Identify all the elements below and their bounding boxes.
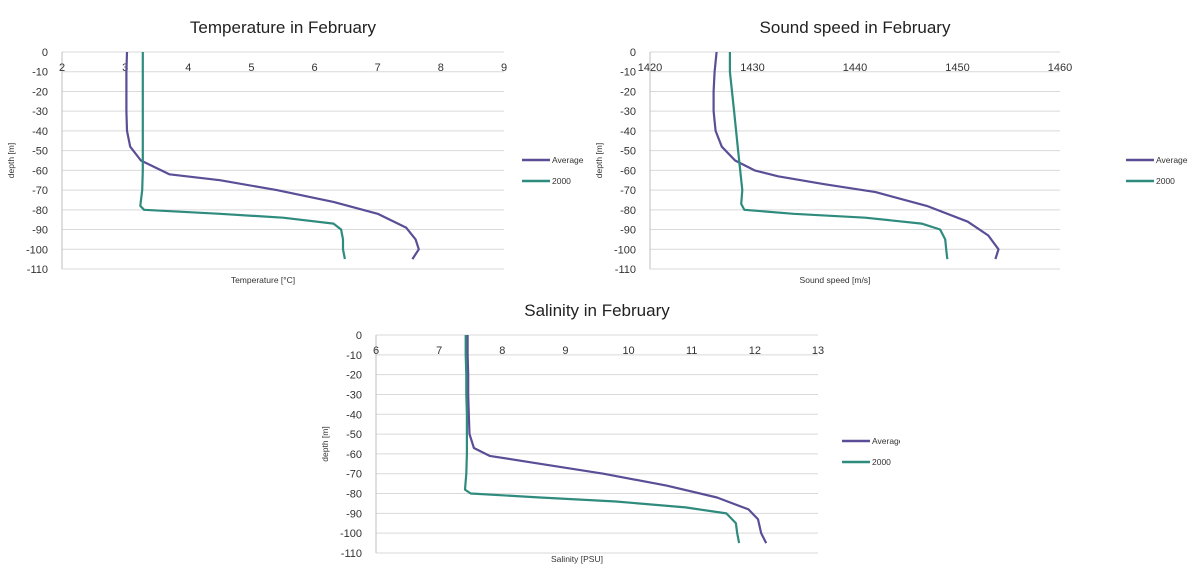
y-tick-label: -50 [346, 429, 362, 441]
sound-speed-chart-svg: Sound speed in February 0 -10 -20 -30 -40 -50 -… [596, 18, 1188, 285]
y-tick-label: -70 [32, 185, 48, 197]
y-tick-label: -90 [32, 225, 48, 237]
chart-title: Salinity in February [524, 301, 670, 320]
temperature-chart-svg: Temperature in February 0 -10 -20 -30 -40 -50 -… [6, 18, 584, 285]
y-tick-label: -50 [32, 146, 48, 158]
y-tick-label: -50 [620, 146, 636, 158]
y-tick-label: -110 [341, 548, 362, 560]
legend-label: Average [1156, 155, 1188, 165]
x-tick-label: 6 [373, 345, 379, 357]
x-tick-label: 4 [185, 62, 191, 74]
x-tick-label: 11 [686, 345, 697, 357]
y-tick-label: -70 [620, 185, 636, 197]
legend-label: 2000 [1156, 176, 1175, 186]
x-tick-label: 1440 [843, 62, 867, 74]
y-tick-label: -100 [26, 244, 48, 256]
x-tick-label: 1420 [638, 62, 662, 74]
y-tick-label: 0 [630, 47, 636, 59]
x-tick-label: 1460 [1048, 62, 1072, 74]
y-tick-label: -30 [32, 106, 48, 118]
y-tick-label: -80 [346, 489, 362, 501]
y-tick-label: -30 [620, 106, 636, 118]
y-axis-label: depth [m] [320, 426, 330, 461]
y-axis-label: depth [m] [596, 143, 604, 178]
legend-label: Average [552, 155, 584, 165]
x-tick-label: 7 [375, 62, 381, 74]
x-axis-label: Sound speed [m/s] [800, 275, 871, 285]
y-tick-label: -40 [32, 126, 48, 138]
series-line-average [466, 335, 768, 544]
y-tick-label: -60 [32, 165, 48, 177]
chart-title: Sound speed in February [760, 18, 951, 37]
x-tick-label: 8 [499, 345, 505, 357]
y-tick-label: -110 [27, 264, 48, 276]
x-tick-label: 2 [59, 62, 65, 74]
y-tick-label: -60 [620, 165, 636, 177]
legend-label: 2000 [872, 457, 891, 467]
y-tick-label: 0 [42, 47, 48, 59]
series-line-2000 [139, 52, 346, 260]
x-tick-label: 9 [501, 62, 507, 74]
y-tick-label: -40 [346, 409, 362, 421]
chart-title: Temperature in February [190, 18, 377, 37]
x-axis-label: Temperature [°C] [231, 275, 295, 285]
y-tick-label: -20 [346, 370, 362, 382]
legend-label: Average [872, 436, 900, 446]
x-tick-label: 8 [438, 62, 444, 74]
legend-label: 2000 [552, 176, 571, 186]
y-tick-label: -110 [615, 264, 636, 276]
y-tick-label: -90 [620, 225, 636, 237]
salinity-chart-svg: Salinity in February 0 -10 -20 -30 -40 -50 -60 -… [320, 301, 900, 564]
x-tick-label: 1430 [740, 62, 764, 74]
series-line-average [125, 51, 420, 260]
y-tick-label: -100 [614, 244, 636, 256]
y-tick-label: -10 [346, 350, 362, 362]
y-tick-label: -20 [32, 86, 48, 98]
y-tick-label: -20 [620, 86, 636, 98]
y-axis-label: depth [m] [6, 143, 16, 178]
y-tick-label: -60 [346, 449, 362, 461]
y-tick-label: -70 [346, 469, 362, 481]
x-axis-label: Salinity [PSU] [551, 554, 603, 564]
y-tick-label: -30 [346, 389, 362, 401]
x-tick-label: 5 [248, 62, 254, 74]
x-tick-label: 10 [622, 345, 634, 357]
x-tick-label: 12 [749, 345, 761, 357]
y-tick-label: -80 [32, 205, 48, 217]
y-tick-label: 0 [356, 330, 362, 342]
x-tick-label: 9 [562, 345, 568, 357]
x-tick-label: 1450 [945, 62, 969, 74]
x-tick-label: 13 [812, 345, 824, 357]
x-tick-label: 3 [122, 62, 128, 74]
y-tick-label: -80 [620, 205, 636, 217]
y-tick-label: -10 [32, 67, 48, 79]
x-tick-label: 6 [312, 62, 318, 74]
series-line-2000 [728, 52, 949, 260]
y-tick-label: -90 [346, 508, 362, 520]
salinity-chart: Salinity in February 0 -10 -20 -30 -40 -50 -60 -… [300, 285, 900, 565]
series-line-average [712, 51, 1000, 260]
series-line-2000 [463, 335, 741, 544]
y-tick-label: -10 [620, 67, 636, 79]
x-tick-label: 7 [436, 345, 442, 357]
sound-speed-chart: Sound speed in February 0 -10 -20 -30 -40 -50 -… [596, 0, 1192, 290]
y-tick-label: -100 [340, 528, 362, 540]
temperature-chart: Temperature in February 0 -10 -20 -30 -40 -50 -… [0, 0, 600, 290]
y-tick-label: -40 [620, 126, 636, 138]
